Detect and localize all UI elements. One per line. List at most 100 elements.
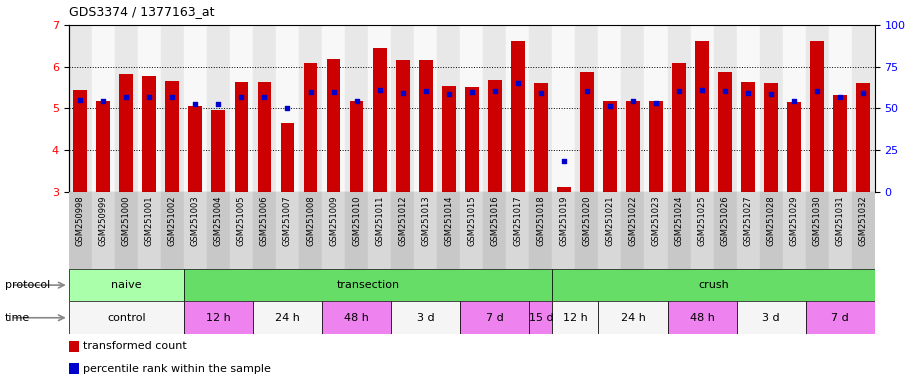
Text: 48 h: 48 h [690, 313, 714, 323]
Bar [645, 25, 668, 192]
Point [856, 90, 870, 96]
Bar [442, 86, 455, 192]
Bar [829, 192, 852, 269]
Bar [806, 301, 875, 334]
Bar [69, 363, 79, 374]
Bar [280, 123, 294, 192]
Point [303, 89, 318, 95]
Bar [852, 192, 875, 269]
Point [626, 98, 640, 104]
Bar [672, 63, 686, 192]
Point [280, 105, 295, 111]
Bar [787, 102, 802, 192]
Point [671, 88, 686, 94]
Text: GSM251015: GSM251015 [467, 196, 476, 247]
Point [833, 94, 847, 100]
Bar [529, 301, 552, 334]
Text: naive: naive [111, 280, 142, 290]
Bar [741, 82, 755, 192]
Text: GSM251024: GSM251024 [674, 196, 683, 247]
Point [211, 101, 225, 108]
Bar [557, 187, 571, 192]
Bar [852, 25, 875, 192]
Text: control: control [107, 313, 146, 323]
Bar [552, 25, 575, 192]
Bar [391, 192, 414, 269]
Bar [668, 25, 691, 192]
Bar [437, 192, 460, 269]
Bar [484, 192, 507, 269]
Text: GSM251002: GSM251002 [168, 196, 177, 247]
Bar [207, 192, 230, 269]
Bar [166, 81, 180, 192]
Text: GSM251003: GSM251003 [191, 196, 200, 247]
Point [349, 98, 364, 104]
Bar [626, 101, 640, 192]
Bar [621, 192, 645, 269]
Bar [368, 192, 391, 269]
Bar [507, 192, 529, 269]
Bar [184, 301, 253, 334]
Bar [345, 192, 368, 269]
Text: 48 h: 48 h [344, 313, 369, 323]
Text: 12 h: 12 h [563, 313, 588, 323]
Bar [736, 25, 759, 192]
Bar [488, 79, 502, 192]
Bar [253, 301, 322, 334]
Bar [829, 25, 852, 192]
Bar [691, 192, 714, 269]
Text: GSM251005: GSM251005 [237, 196, 245, 247]
Text: GSM251006: GSM251006 [260, 196, 269, 247]
Point [603, 103, 617, 109]
Text: GSM251008: GSM251008 [306, 196, 315, 247]
Point [557, 157, 572, 164]
Text: percentile rank within the sample: percentile rank within the sample [83, 364, 271, 374]
Point [372, 87, 387, 93]
Text: GSM250998: GSM250998 [76, 196, 84, 247]
Bar [764, 83, 778, 192]
Bar [276, 25, 299, 192]
Bar [161, 192, 184, 269]
Text: GSM251028: GSM251028 [767, 196, 776, 247]
Bar [552, 269, 875, 301]
Point [580, 88, 594, 94]
Bar [414, 25, 437, 192]
Point [741, 90, 756, 96]
Bar [437, 25, 460, 192]
Text: GSM251010: GSM251010 [352, 196, 361, 247]
Bar [511, 41, 525, 192]
Text: GSM251020: GSM251020 [583, 196, 592, 247]
Bar [184, 192, 207, 269]
Bar [598, 301, 668, 334]
Text: GSM251000: GSM251000 [122, 196, 131, 247]
Bar [718, 72, 732, 192]
Point [142, 94, 157, 100]
Text: 3 d: 3 d [417, 313, 434, 323]
Bar [529, 192, 552, 269]
Bar [161, 25, 184, 192]
Bar [253, 192, 276, 269]
Bar [534, 83, 548, 192]
Point [510, 79, 525, 86]
Point [96, 98, 111, 104]
Bar [806, 25, 829, 192]
Bar [414, 192, 437, 269]
Point [188, 101, 202, 108]
Text: GSM251027: GSM251027 [744, 196, 753, 247]
Bar [184, 269, 552, 301]
Text: 24 h: 24 h [275, 313, 300, 323]
Bar [92, 192, 114, 269]
Bar [621, 25, 645, 192]
Bar [322, 301, 391, 334]
Text: GSM251029: GSM251029 [790, 196, 799, 247]
Point [718, 88, 733, 94]
Bar [806, 192, 829, 269]
Text: GSM251007: GSM251007 [283, 196, 292, 247]
Bar [782, 25, 806, 192]
Text: GSM251023: GSM251023 [651, 196, 660, 247]
Bar [714, 192, 736, 269]
Bar [189, 106, 202, 192]
Point [464, 89, 479, 95]
Bar [575, 25, 598, 192]
Bar [598, 192, 621, 269]
